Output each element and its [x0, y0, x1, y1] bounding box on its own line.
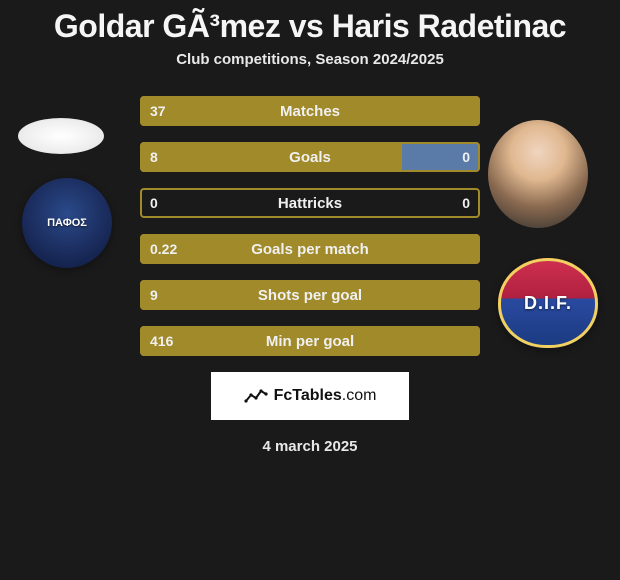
fctables-icon: [244, 387, 268, 405]
stat-label: Min per goal: [266, 333, 354, 350]
stat-value-right: 0: [462, 195, 470, 211]
stat-value-left: 416: [150, 333, 173, 349]
stat-value-left: 0.22: [150, 241, 177, 257]
stat-label: Goals: [289, 149, 331, 166]
subtitle: Club competitions, Season 2024/2025: [0, 51, 620, 68]
stat-label: Shots per goal: [258, 287, 362, 304]
stat-label: Matches: [280, 103, 340, 120]
stat-row: 0.22 Goals per match: [140, 234, 480, 264]
stat-value-left: 9: [150, 287, 158, 303]
stat-value-left: 8: [150, 149, 158, 165]
stat-row: 416 Min per goal: [140, 326, 480, 356]
stat-value-left: 37: [150, 103, 166, 119]
comparison-card: Goldar GÃ³mez vs Haris Radetinac Club co…: [0, 0, 620, 455]
stat-label: Goals per match: [251, 241, 369, 258]
stat-row: 8 Goals 0: [140, 142, 480, 172]
page-title: Goldar GÃ³mez vs Haris Radetinac: [0, 8, 620, 45]
stat-value-right: 0: [462, 149, 470, 165]
date-label: 4 march 2025: [0, 438, 620, 455]
stat-row: 9 Shots per goal: [140, 280, 480, 310]
watermark: FcTables.com: [211, 372, 409, 420]
stat-label: Hattricks: [278, 195, 342, 212]
stat-value-left: 0: [150, 195, 158, 211]
watermark-text: FcTables.com: [274, 387, 377, 405]
stat-row: 0 Hattricks 0: [140, 188, 480, 218]
stat-row: 37 Matches: [140, 96, 480, 126]
stats-area: 37 Matches 8 Goals 0 0 Hattricks 0 0.22 Goals per…: [0, 96, 620, 356]
